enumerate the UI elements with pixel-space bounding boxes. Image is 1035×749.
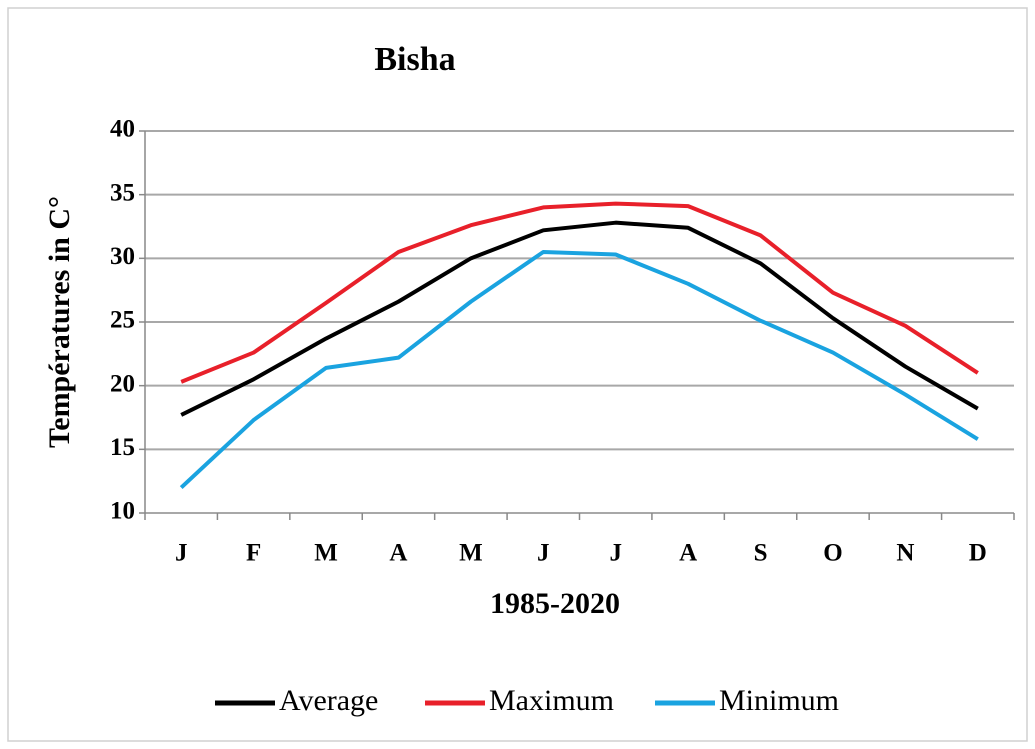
x-tick-label: F (246, 540, 261, 567)
x-tick-label: A (679, 540, 697, 567)
y-tick-label: 25 (110, 307, 135, 334)
x-tick-label: M (459, 540, 483, 567)
chart-title: Bisha (374, 41, 455, 78)
y-tick-label: 15 (110, 434, 135, 461)
x-tick-label: O (823, 540, 842, 567)
x-axis-label: 1985-2020 (490, 587, 620, 620)
y-axis-label: Températures in C° (43, 196, 76, 448)
legend-label: Minimum (719, 684, 839, 717)
line-series (180, 220, 979, 417)
y-tick-label: 30 (110, 243, 135, 270)
x-tick-label: J (175, 540, 188, 567)
y-tick-label: 20 (110, 370, 135, 397)
line-series (180, 201, 979, 384)
line-series (179, 249, 979, 489)
legend-label: Maximum (489, 684, 614, 717)
x-tick-label: S (754, 540, 768, 567)
x-tick-label: N (896, 540, 914, 567)
x-tick-label: J (537, 540, 550, 567)
x-tick-label: M (314, 540, 338, 567)
x-tick-label: A (389, 540, 407, 567)
y-tick-label: 40 (110, 116, 135, 143)
x-tick-label: J (609, 540, 622, 567)
y-tick-label: 10 (110, 498, 135, 525)
x-tick-label: D (969, 540, 987, 567)
legend-label: Average (279, 684, 378, 717)
y-tick-label: 35 (110, 179, 135, 206)
